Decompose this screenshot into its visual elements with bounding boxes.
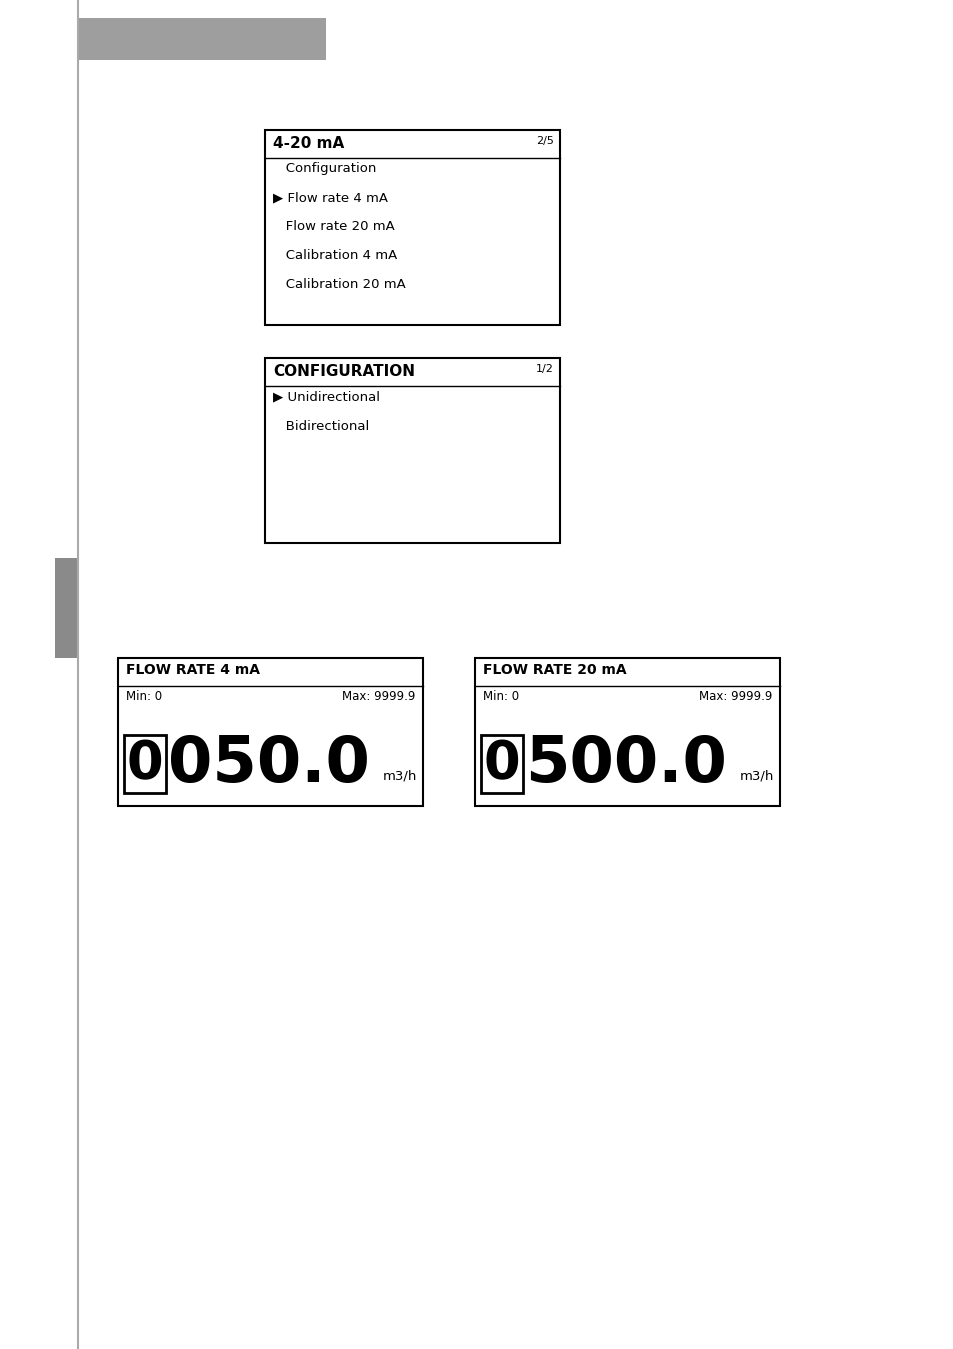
Text: m3/h: m3/h	[382, 769, 416, 782]
Bar	[118, 658, 422, 805]
Bar	[475, 658, 780, 805]
Text: 0: 0	[127, 738, 163, 791]
Text: Max: 9999.9: Max: 9999.9	[341, 689, 415, 703]
Text: ▶ Flow rate 4 mA: ▶ Flow rate 4 mA	[273, 192, 388, 204]
Text: Flow rate 20 mA: Flow rate 20 mA	[273, 220, 395, 233]
Bar	[78, 18, 326, 59]
Text: Max: 9999.9: Max: 9999.9	[698, 689, 771, 703]
Bar	[55, 558, 77, 658]
Text: 2/5: 2/5	[536, 136, 554, 146]
Text: Min: 0: Min: 0	[482, 689, 518, 703]
Text: Calibration 20 mA: Calibration 20 mA	[273, 278, 405, 291]
Text: 4-20 mA: 4-20 mA	[273, 136, 344, 151]
Bar	[265, 130, 559, 325]
Text: m3/h: m3/h	[739, 769, 773, 782]
Text: 050.0: 050.0	[168, 733, 370, 795]
Text: Bidirectional: Bidirectional	[273, 420, 369, 433]
Text: Calibration 4 mA: Calibration 4 mA	[273, 250, 396, 262]
Text: ▶ Unidirectional: ▶ Unidirectional	[273, 390, 379, 403]
Text: 500.0: 500.0	[524, 733, 726, 795]
Text: CONFIGURATION: CONFIGURATION	[273, 364, 415, 379]
Bar	[124, 735, 166, 793]
Bar	[480, 735, 522, 793]
Text: 1/2: 1/2	[536, 364, 554, 374]
Bar	[265, 357, 559, 544]
Text: Configuration: Configuration	[273, 162, 376, 175]
Text: Min: 0: Min: 0	[126, 689, 162, 703]
Text: FLOW RATE 20 mA: FLOW RATE 20 mA	[482, 662, 626, 677]
Text: 0: 0	[483, 738, 519, 791]
Text: FLOW RATE 4 mA: FLOW RATE 4 mA	[126, 662, 260, 677]
